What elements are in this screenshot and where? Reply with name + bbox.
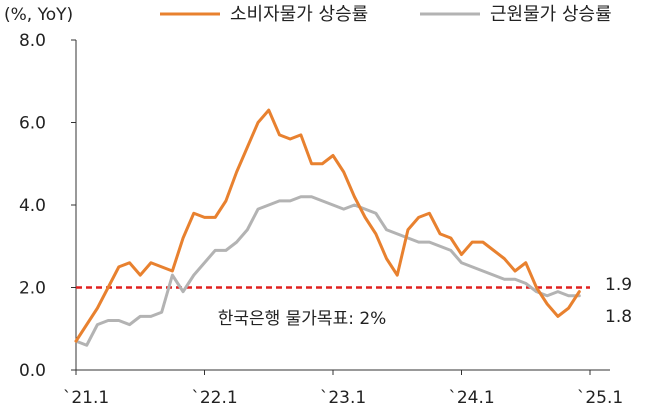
y-tick-label: 2.0 — [19, 279, 46, 299]
y-tick-label: 4.0 — [19, 196, 46, 216]
cpi-end-label: 1.9 — [605, 275, 632, 295]
legend-item-cpi-label: 소비자물가 상승률 — [230, 4, 368, 25]
y-tick-label: 6.0 — [19, 114, 46, 134]
x-tick-label: `21.1 — [63, 388, 109, 408]
cpi-series-line — [74, 108, 581, 343]
x-tick-label: `22.1 — [191, 388, 237, 408]
legend: 소비자물가 상승률 근원물가 상승률 — [160, 4, 612, 25]
series-lines — [74, 108, 581, 347]
core-series-line — [74, 195, 581, 347]
target-line-group: 한국은행 물가목표: 2% — [76, 286, 590, 329]
chart-axes: 0.0 2.0 4.0 6.0 8.0 (%, YoY) `21.1 `22.1 `23.1 `2… — [4, 5, 623, 408]
target-annotation: 한국은행 물가목표: 2% — [218, 309, 387, 329]
y-tick-label: 0.0 — [19, 361, 46, 381]
x-tick-label: `24.1 — [448, 388, 494, 408]
x-tick-label: `25.1 — [577, 388, 623, 408]
y-tick-label: 8.0 — [19, 31, 46, 51]
chart-labels: 1.9 1.8 — [605, 275, 632, 327]
core-end-label: 1.8 — [605, 307, 632, 327]
legend-item-core-label: 근원물가 상승률 — [490, 4, 612, 25]
x-tick-label: `23.1 — [320, 388, 366, 408]
y-axis-label: (%, YoY) — [4, 5, 73, 25]
